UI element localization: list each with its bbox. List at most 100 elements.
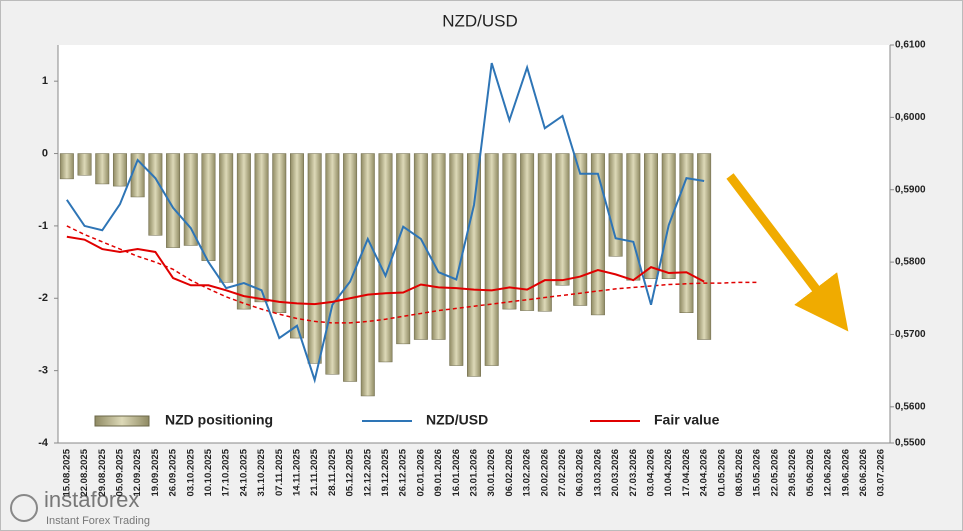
x-tick-label: 05.06.2026 [805, 449, 816, 497]
bar [290, 153, 304, 339]
x-tick-label: 21.11.2025 [309, 448, 320, 496]
bar [59, 153, 74, 180]
series-line [66, 235, 705, 306]
x-tick-label: 26.09.2025 [168, 448, 179, 496]
x-tick-label: 10.10.2025 [203, 448, 214, 496]
x-tick-label: 03.10.2025 [185, 448, 196, 496]
x-tick-label: 15.05.2026 [752, 449, 763, 497]
bar [644, 153, 658, 279]
x-tick-label: 09.01.2026 [433, 449, 444, 497]
bar [183, 153, 198, 246]
x-tick-label: 20.02.2026 [539, 449, 550, 497]
y-tick-label: -4 [38, 437, 49, 449]
y2-tick-label: 0,5600 [895, 401, 926, 412]
x-tick-label: 17.10.2025 [221, 448, 232, 496]
x-tick-label: 27.03.2026 [628, 449, 639, 497]
bar [396, 153, 411, 345]
x-tick-label: 05.12.2025 [345, 448, 356, 496]
bar [520, 153, 535, 311]
x-tick-label: 19.12.2025 [380, 448, 391, 496]
logo-mark [10, 494, 38, 522]
x-tick-label: 31.10.2025 [256, 448, 267, 496]
x-tick-label: 13.03.2026 [592, 449, 603, 497]
bar [413, 153, 428, 340]
y-tick-label: 0 [42, 147, 48, 159]
x-tick-label: 17.04.2026 [681, 449, 692, 497]
x-tick-label: 12.12.2025 [362, 448, 373, 496]
legend-label: NZD positioning [165, 412, 273, 428]
x-tick-label: 26.06.2026 [858, 449, 869, 497]
x-tick-label: 01.05.2026 [716, 449, 727, 497]
y2-tick-label: 0,5700 [895, 329, 926, 340]
bar [431, 153, 446, 340]
bar [502, 153, 517, 310]
bar [254, 153, 269, 303]
x-tick-label: 27.02.2026 [557, 449, 568, 497]
y2-tick-label: 0,6100 [895, 40, 926, 51]
watermark-logo: instaforex Instant Forex Trading [10, 487, 150, 527]
y2-tick-label: 0,6000 [895, 112, 926, 123]
x-tick-label: 08.05.2026 [734, 449, 745, 497]
bar [325, 153, 340, 375]
x-tick-label: 14.11.2025 [291, 448, 302, 496]
x-tick-label: 20.03.2026 [610, 449, 621, 497]
bar [573, 153, 588, 306]
bar [219, 153, 234, 283]
x-tick-label: 23.01.2026 [469, 449, 480, 497]
x-tick-label: 10.04.2026 [663, 449, 674, 497]
bar [661, 153, 676, 279]
y2-tick-label: 0,5500 [895, 438, 926, 449]
x-tick-label: 06.03.2026 [575, 449, 586, 497]
y-tick-label: 1 [42, 75, 48, 87]
bar [484, 153, 499, 366]
bar [166, 153, 181, 248]
bar [537, 153, 552, 312]
y2-tick-label: 0,5800 [895, 257, 926, 268]
bar [590, 153, 605, 316]
x-tick-label: 07.11.2025 [274, 448, 285, 496]
watermark-tagline: Instant Forex Trading [46, 515, 150, 527]
y-tick-label: -2 [38, 292, 48, 304]
x-tick-label: 26.12.2025 [398, 448, 409, 496]
x-tick-label: 22.05.2026 [769, 449, 780, 497]
x-tick-label: 16.01.2026 [451, 449, 462, 497]
bar [272, 153, 287, 313]
x-tick-label: 03.04.2026 [646, 449, 657, 497]
x-tick-label: 28.11.2025 [327, 448, 338, 496]
legend-swatch [94, 415, 150, 427]
bar [378, 153, 393, 363]
trend-line [66, 225, 758, 324]
legend-label: NZD/USD [426, 412, 488, 428]
x-tick-label: 19.06.2026 [840, 449, 851, 497]
x-tick-label: 06.02.2026 [504, 449, 515, 497]
bar [697, 153, 712, 340]
x-tick-label: 02.01.2026 [415, 449, 426, 497]
x-tick-label: 29.08.2025 [97, 448, 108, 496]
bar [555, 153, 570, 286]
bar [307, 153, 322, 364]
bar [343, 153, 358, 382]
x-tick-label: 05.09.2025 [114, 448, 125, 496]
y-tick-label: -3 [38, 365, 48, 377]
bar [112, 153, 127, 187]
x-tick-label: 15.08.2025 [61, 448, 72, 496]
bar [449, 153, 464, 366]
x-tick-label: 24.10.2025 [238, 448, 249, 496]
x-tick-label: 13.02.2026 [522, 449, 533, 497]
watermark-brand: instaforex [44, 487, 139, 512]
chart-title: NZD/USD [442, 11, 518, 30]
legend-label: Fair value [654, 412, 720, 428]
x-tick-label: 22.08.2025 [79, 448, 90, 496]
forecast-arrow [726, 173, 849, 332]
bar [148, 153, 163, 236]
x-tick-label: 24.04.2026 [699, 449, 710, 497]
bar [236, 153, 251, 310]
x-tick-label: 03.07.2026 [876, 449, 887, 497]
x-tick-label: 30.01.2026 [486, 449, 497, 497]
series-line [66, 62, 705, 384]
x-tick-label: 12.06.2026 [823, 449, 834, 497]
y2-tick-label: 0,5900 [895, 184, 926, 195]
bar [201, 153, 216, 261]
x-tick-label: 12.09.2025 [132, 448, 143, 496]
